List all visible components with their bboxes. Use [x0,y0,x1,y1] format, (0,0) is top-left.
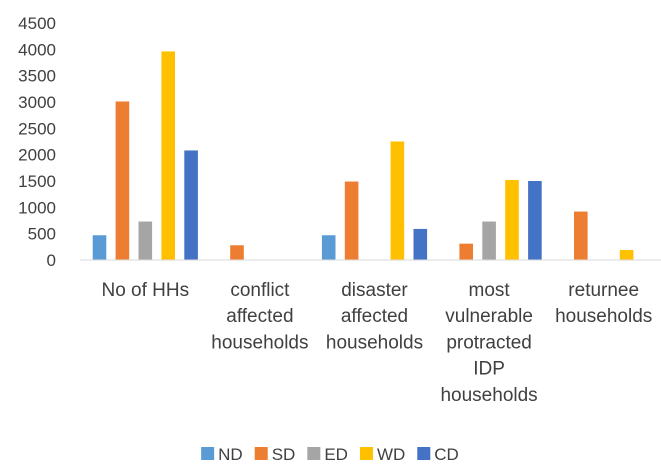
bar-sd-0 [116,101,130,260]
bar-wd-3 [505,180,519,260]
bar-cd-2 [414,229,428,260]
legend-swatch-nd [201,447,214,460]
bar-sd-1 [230,245,244,260]
bar-nd-2 [322,235,336,260]
legend: ND SD ED WD CD [201,445,459,464]
y-tick-label: 3500 [18,67,56,86]
y-tick-label: 2500 [18,119,56,138]
bar-sd-2 [345,182,359,260]
y-tick-label: 3000 [18,93,56,112]
legend-label-sd: SD [272,445,296,464]
bar-wd-2 [391,142,405,261]
legend-swatch-sd [255,447,268,460]
x-axis: No of HHs conflict affected householdsdisas… [101,280,652,406]
bar-wd-4 [620,250,634,260]
legend-label-nd: ND [218,445,243,464]
bar-ed-0 [139,222,153,260]
y-tick-label: 1500 [18,172,56,191]
legend-label-ed: ED [324,445,348,464]
bar-ed-3 [482,222,496,260]
y-tick-label: 1000 [18,198,56,217]
legend-swatch-ed [307,447,320,460]
bar-sd-3 [459,244,473,260]
y-tick-label: 2000 [18,146,56,165]
x-category-label: returnee households [555,280,652,327]
y-tick-label: 4000 [18,40,56,59]
legend-label-wd: WD [377,445,405,464]
x-category-label: conflict affected households [211,280,308,353]
legend-swatch-cd [417,447,430,460]
x-category-label: most vulnerable protracted IDP households [440,280,537,406]
y-tick-label: 0 [47,251,56,270]
y-tick-label: 500 [28,225,56,244]
x-category-label: disaster affected households [326,280,423,353]
y-axis: 0 500 1000 1500 2000 2500 3000 3500 4000 4500 [18,14,56,270]
bar-cd-3 [528,181,542,260]
bar-cd-0 [184,150,198,260]
legend-swatch-wd [360,447,373,460]
y-tick-label: 4500 [18,14,56,33]
bars [93,51,634,260]
bar-sd-4 [574,212,588,260]
x-category-label: No of HHs [101,280,189,301]
bar-nd-0 [93,235,107,260]
bar-wd-0 [161,51,175,260]
legend-label-cd: CD [434,445,459,464]
